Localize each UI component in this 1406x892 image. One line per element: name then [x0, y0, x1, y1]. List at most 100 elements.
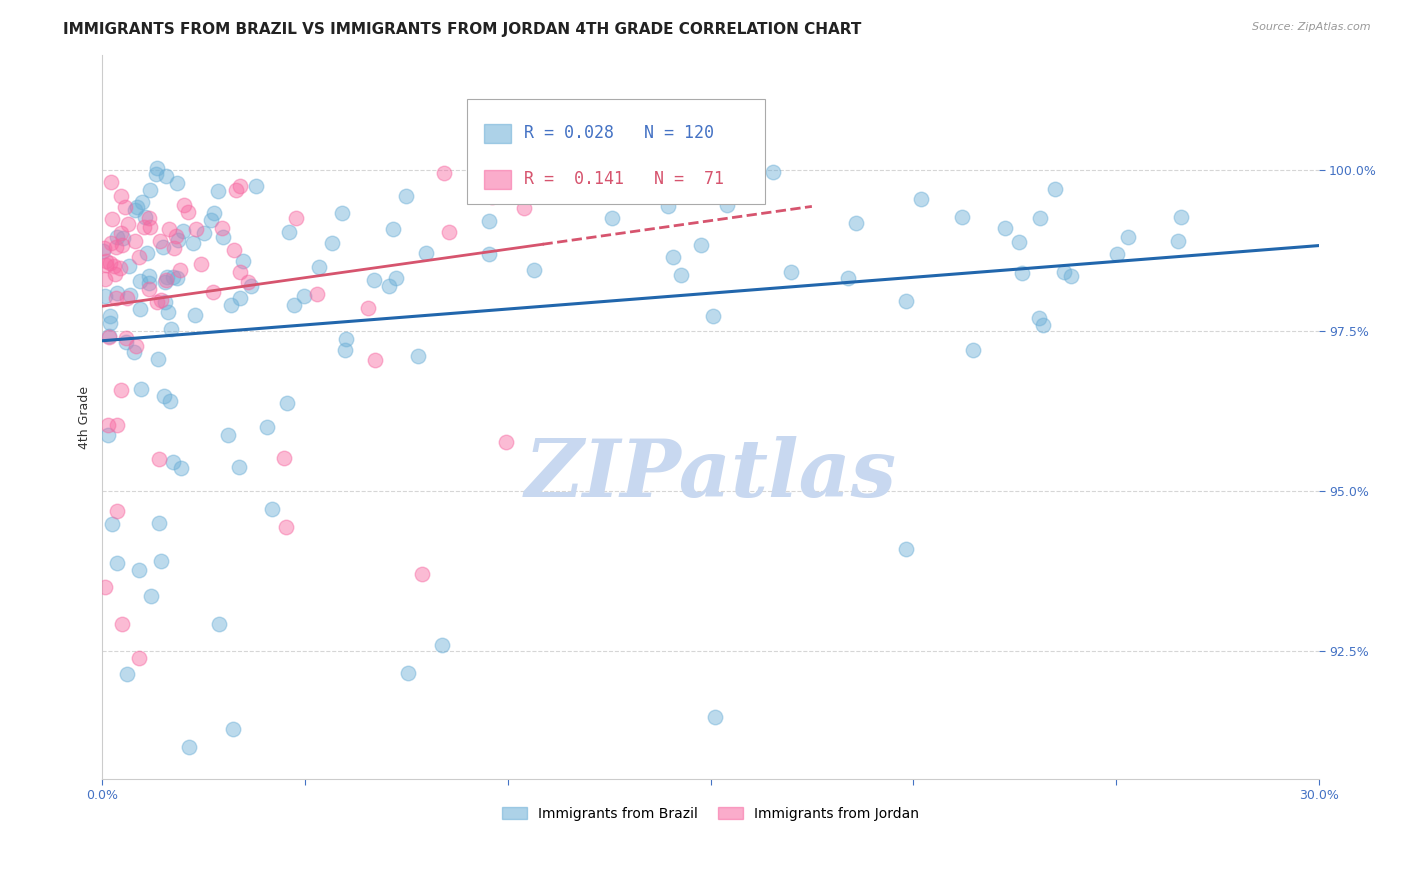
- Point: [531, 134, 554, 148]
- Point: [148, 516, 170, 530]
- Point: [117, 217, 139, 231]
- Point: [111, 230, 134, 244]
- Point: [138, 276, 160, 290]
- Point: [97, 428, 120, 442]
- Y-axis label: 4th Grade: 4th Grade: [79, 385, 91, 449]
- Point: [780, 265, 803, 279]
- Point: [396, 666, 419, 681]
- Point: [1170, 211, 1192, 225]
- Point: [108, 260, 131, 275]
- Point: [357, 301, 380, 316]
- Point: [155, 169, 177, 184]
- Point: [335, 343, 357, 357]
- Point: [173, 198, 195, 212]
- Point: [702, 309, 724, 323]
- Point: [100, 236, 122, 251]
- Point: [172, 224, 194, 238]
- Point: [98, 329, 121, 343]
- Point: [430, 638, 453, 652]
- Point: [513, 201, 536, 215]
- Point: [283, 298, 305, 312]
- Point: [662, 251, 685, 265]
- Point: [132, 220, 155, 235]
- Point: [217, 427, 239, 442]
- Point: [166, 233, 188, 247]
- Point: [107, 417, 129, 432]
- Point: [274, 520, 297, 534]
- Point: [110, 384, 132, 398]
- Text: ZIPatlas: ZIPatlas: [524, 436, 897, 514]
- Point: [292, 289, 315, 303]
- FancyBboxPatch shape: [484, 170, 510, 189]
- Point: [118, 259, 141, 273]
- Point: [1011, 266, 1033, 280]
- Point: [228, 179, 250, 194]
- Point: [135, 246, 157, 260]
- Point: [157, 305, 180, 319]
- Point: [221, 722, 243, 736]
- Point: [145, 161, 167, 176]
- Point: [115, 666, 138, 681]
- Point: [1116, 229, 1139, 244]
- Point: [98, 310, 121, 324]
- Point: [157, 222, 180, 236]
- Text: R = 0.028   N = 120: R = 0.028 N = 120: [524, 124, 714, 142]
- Point: [207, 184, 229, 198]
- Point: [1045, 182, 1067, 196]
- Point: [177, 205, 200, 219]
- Point: [382, 221, 405, 235]
- Point: [499, 145, 522, 160]
- Point: [276, 396, 298, 410]
- Point: [128, 302, 150, 317]
- Point: [155, 273, 177, 287]
- Point: [1167, 234, 1189, 248]
- Point: [105, 504, 128, 518]
- Point: [115, 330, 138, 344]
- Point: [232, 254, 254, 268]
- Point: [229, 265, 252, 279]
- Point: [125, 339, 148, 353]
- Point: [529, 186, 551, 201]
- Point: [1052, 265, 1074, 279]
- Point: [118, 287, 141, 301]
- Point: [993, 221, 1015, 235]
- Point: [837, 270, 859, 285]
- Point: [162, 455, 184, 469]
- Point: [260, 502, 283, 516]
- Point: [114, 335, 136, 350]
- Point: [689, 237, 711, 252]
- Point: [152, 389, 174, 403]
- Point: [105, 230, 128, 244]
- Point: [162, 269, 184, 284]
- Point: [138, 183, 160, 197]
- FancyBboxPatch shape: [467, 99, 765, 203]
- Point: [363, 352, 385, 367]
- Point: [91, 244, 114, 258]
- Point: [100, 316, 122, 330]
- Point: [208, 616, 231, 631]
- Point: [101, 212, 124, 227]
- Point: [124, 203, 146, 218]
- Point: [200, 213, 222, 227]
- Point: [169, 262, 191, 277]
- Point: [481, 189, 503, 203]
- Point: [894, 293, 917, 308]
- Text: R =  0.141   N =  71: R = 0.141 N = 71: [524, 169, 724, 187]
- Point: [128, 563, 150, 577]
- Point: [704, 710, 727, 724]
- Point: [149, 554, 172, 568]
- Point: [153, 275, 176, 289]
- Point: [125, 200, 148, 214]
- Point: [166, 271, 188, 285]
- Point: [159, 321, 181, 335]
- Point: [103, 259, 125, 273]
- Point: [716, 198, 738, 212]
- Point: [100, 175, 122, 189]
- Point: [385, 270, 408, 285]
- Point: [284, 211, 307, 225]
- Point: [186, 222, 208, 236]
- Point: [138, 282, 160, 296]
- Point: [308, 260, 330, 274]
- Point: [245, 178, 267, 193]
- Point: [110, 189, 132, 203]
